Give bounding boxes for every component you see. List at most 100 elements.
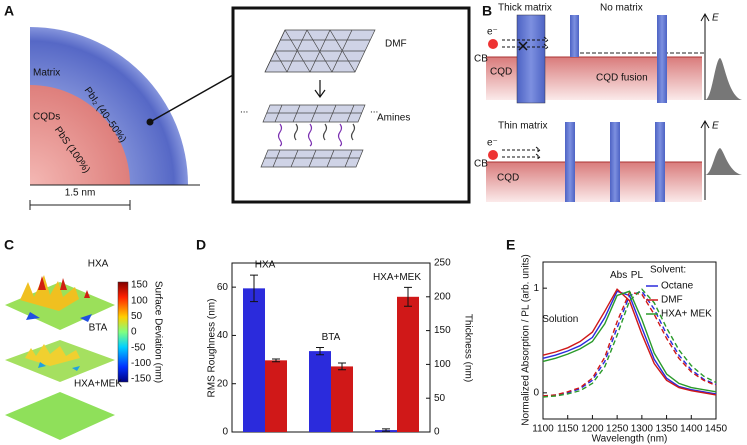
legend-title: Solvent:: [650, 265, 686, 276]
pointer-line: [149, 74, 234, 123]
bar: [265, 360, 287, 432]
fusion-label: CQD fusion: [596, 73, 648, 84]
bar: [331, 366, 353, 432]
sample-label: HXA: [88, 259, 109, 270]
bar: [397, 296, 419, 432]
surface: [38, 276, 90, 298]
thick-label: Thick matrix: [498, 3, 552, 14]
y2-tick-label: 50: [434, 393, 446, 404]
pl-line: [542, 288, 717, 398]
x-tick-label: 1100: [532, 424, 554, 435]
none-label: No matrix: [600, 3, 643, 14]
colorbar-ticks: 150 100 50 0 -50 -100 -150: [131, 280, 151, 385]
colorbar-tick-label: -100: [131, 358, 151, 369]
error-bar: [272, 358, 280, 363]
cqds-label: CQDs: [33, 112, 60, 123]
annotation: Solution: [542, 314, 578, 325]
category-label: HXA+MEK: [373, 272, 421, 283]
x-tick-label: 1300: [631, 424, 654, 435]
y-tick-label: 0: [222, 427, 228, 438]
barrier: [570, 15, 579, 57]
colorbar-label: Surface Deviation (nm): [152, 281, 163, 383]
electron-label: e⁻: [487, 138, 498, 149]
y2-tick-label: 250: [434, 258, 451, 269]
y2-tick-label: 100: [434, 359, 451, 370]
x-tick-label: 1400: [680, 424, 703, 435]
electron: [488, 150, 498, 160]
barrier: [657, 15, 667, 103]
colorbar: [117, 281, 129, 383]
amine-chains: [277, 123, 356, 147]
x-tick-label: 1200: [581, 424, 604, 435]
abs-line: [542, 290, 717, 393]
sample-label: HXA+MEK: [74, 379, 122, 390]
panel-label: B: [482, 3, 492, 19]
panel-label: A: [4, 3, 14, 19]
y-tick-label: 0: [533, 387, 539, 398]
x-tick-label: 1150: [557, 424, 579, 435]
surface: [20, 275, 79, 311]
surface: [25, 344, 80, 366]
annotation: Abs: [610, 270, 627, 281]
y2-tick-label: 200: [434, 291, 451, 302]
ellipsis: ...: [370, 105, 378, 116]
legend-label: Octane: [661, 281, 694, 292]
cb-label: CB: [474, 159, 488, 170]
y-axis-label: Normalized Absorption / PL (arb. units): [521, 254, 532, 425]
cqd-label: CQD: [490, 67, 512, 78]
cqd-label: CQD: [497, 173, 519, 184]
electron-label: e⁻: [487, 27, 498, 38]
panel-c: C 150 100 50 0 -50 -100 -150 Surface Deviation…: [4, 237, 163, 440]
colorbar-tick-label: 50: [131, 311, 143, 322]
colorbar-tick-label: 150: [131, 280, 148, 291]
barrier: [610, 122, 620, 202]
energy-axis: [700, 119, 710, 200]
legend-label: HXA+ MEK: [661, 309, 712, 320]
surface: [38, 362, 80, 371]
panel-label: C: [4, 237, 14, 253]
annotation: PL: [631, 270, 644, 281]
arrow: [502, 146, 541, 161]
electron: [488, 39, 498, 49]
colorbar-tick-label: 100: [131, 295, 148, 306]
bar: [243, 288, 265, 432]
category-label: HXA: [255, 260, 276, 271]
category-label: BTA: [322, 332, 341, 343]
inset-layers: [260, 29, 376, 168]
thin-label: Thin matrix: [498, 121, 547, 132]
abs-line: [542, 288, 717, 396]
error-bar: [316, 347, 324, 356]
abs-line: [542, 290, 717, 395]
distribution: [705, 148, 742, 175]
energy-axis: [700, 12, 710, 100]
colorbar-tick-label: -50: [131, 342, 146, 353]
y-tick-label: 20: [217, 378, 229, 389]
ellipsis: ...: [240, 105, 248, 116]
error-bar: [338, 362, 346, 371]
y2-tick-label: 150: [434, 325, 451, 336]
panel-b: B Thick matrix No matrix e⁻ CB CQD CQD f…: [474, 3, 742, 202]
error-bar: [382, 428, 390, 432]
inset-box: [231, 6, 471, 204]
y-tick-label: 60: [217, 282, 229, 293]
cb-label: CB: [474, 54, 488, 65]
error-bar: [404, 286, 412, 307]
x-axis-label: Wavelength (nm): [592, 434, 668, 445]
panel-label: D: [196, 237, 206, 253]
y-axis-label: RMS Roughness (nm): [207, 299, 218, 398]
barrier: [655, 122, 665, 202]
y2-tick-label: 0: [434, 427, 440, 438]
cqd-core: [30, 85, 130, 185]
error-bar: [250, 274, 258, 303]
band: [486, 162, 702, 202]
plot-frame: [542, 261, 717, 420]
block-mark: [518, 41, 528, 51]
colorbar-tick-label: 0: [131, 327, 137, 338]
distribution: [705, 58, 742, 100]
amines-label: Amines: [377, 113, 410, 124]
scale-label: 1.5 nm: [65, 188, 96, 199]
y-tick-label: 40: [217, 330, 229, 341]
sample-label: BTA: [89, 323, 108, 334]
colorbar-tick-label: -150: [131, 374, 151, 385]
